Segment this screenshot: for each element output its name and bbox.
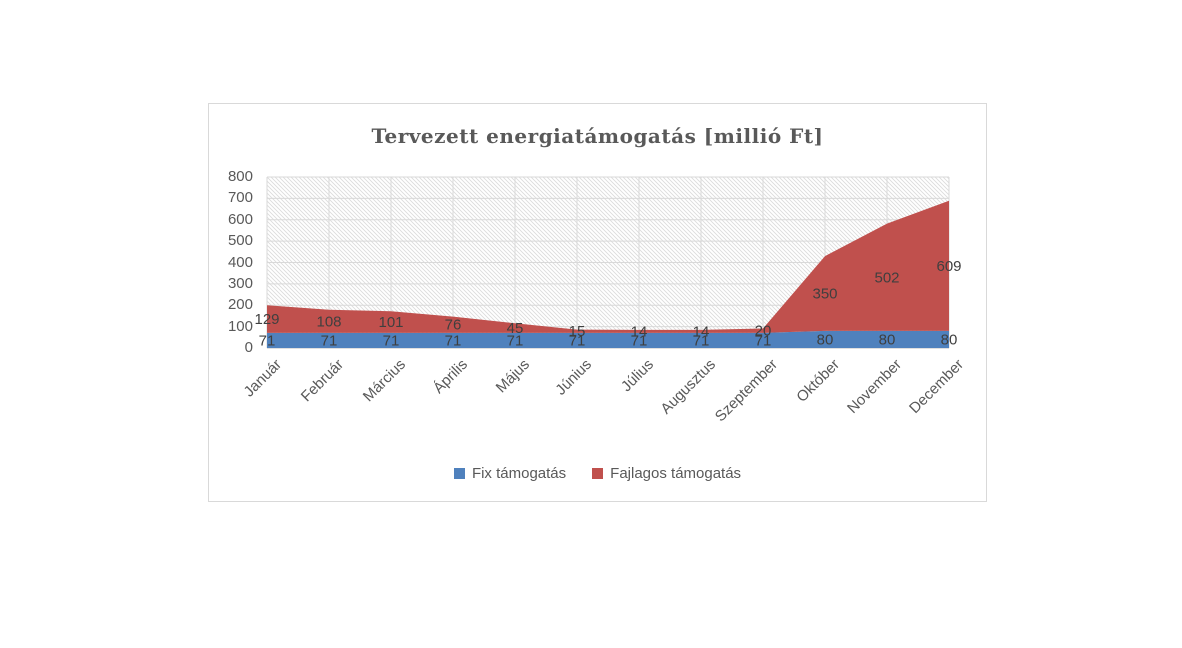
data-label: 71 bbox=[569, 332, 586, 349]
legend-label-fajlagos: Fajlagos támogatás bbox=[610, 465, 742, 482]
x-axis-label: Január bbox=[240, 356, 286, 401]
x-axis-label: Augusztus bbox=[657, 356, 720, 418]
y-axis-tick: 0 bbox=[244, 339, 253, 356]
data-label: 80 bbox=[817, 331, 834, 348]
data-label: 101 bbox=[378, 314, 403, 331]
data-label: 15 bbox=[569, 323, 586, 340]
x-axis-label: Március bbox=[359, 356, 410, 406]
y-axis-tick: 100 bbox=[227, 317, 253, 335]
data-label: 45 bbox=[507, 320, 524, 337]
data-label: 108 bbox=[316, 313, 341, 330]
legend-item-fajlagos: Fajlagos támogatás bbox=[592, 465, 741, 482]
data-label: 76 bbox=[445, 317, 462, 334]
plot-area: 71 71 71 71 71 71 71 71 71 80 80 80 129 108 101 76 45 15 1… bbox=[254, 176, 962, 349]
x-axis-label: Október bbox=[793, 356, 844, 406]
data-label: 609 bbox=[936, 258, 961, 275]
y-axis-tick: 600 bbox=[227, 210, 253, 228]
legend-swatch-fix-icon bbox=[453, 468, 465, 479]
data-label: 14 bbox=[693, 323, 710, 340]
chart-title: Tervezett energiatámogatás [millió Ft] bbox=[371, 124, 824, 148]
data-label: 80 bbox=[879, 331, 896, 348]
legend-item-fix: Fix támogatás bbox=[453, 465, 567, 482]
area-series-0 bbox=[267, 330, 949, 348]
data-label: 129 bbox=[254, 311, 279, 328]
legend: Fix támogatás Fajlagos támogatás bbox=[209, 465, 986, 482]
x-axis-label: Szeptember bbox=[711, 356, 782, 426]
x-axis-label: Április bbox=[430, 356, 472, 397]
y-axis-tick: 400 bbox=[227, 253, 253, 271]
data-label: 20 bbox=[755, 323, 772, 340]
data-label: 71 bbox=[259, 332, 276, 349]
data-label: 14 bbox=[631, 323, 648, 340]
data-label: 71 bbox=[631, 332, 648, 349]
y-axis-tick: 200 bbox=[227, 296, 253, 314]
data-label: 71 bbox=[755, 332, 772, 349]
plot-svg: 71 71 71 71 71 71 71 71 71 80 80 80 129 108 101 76 45 15 1… bbox=[254, 176, 962, 349]
x-axis-label: Június bbox=[552, 356, 596, 399]
x-axis-label: December bbox=[906, 356, 968, 417]
legend-swatch-fajlagos-icon bbox=[592, 468, 604, 479]
data-label: 71 bbox=[383, 332, 400, 349]
data-label: 71 bbox=[321, 332, 338, 349]
data-label: 502 bbox=[874, 269, 899, 286]
y-axis-tick: 300 bbox=[227, 274, 253, 292]
data-label: 71 bbox=[507, 332, 524, 349]
chart-panel: Tervezett energiatámogatás [millió Ft] 8… bbox=[208, 103, 987, 502]
y-axis-tick: 700 bbox=[227, 189, 253, 207]
data-label: 350 bbox=[812, 285, 837, 302]
area-series-1 bbox=[267, 200, 949, 333]
x-axis-label: Július bbox=[617, 356, 658, 396]
y-axis-tick: 800 bbox=[227, 168, 253, 185]
data-label: 71 bbox=[445, 332, 462, 349]
data-label: 71 bbox=[693, 332, 710, 349]
legend-label-fix: Fix támogatás bbox=[471, 465, 567, 482]
x-axis-label: Május bbox=[492, 356, 534, 397]
x-axis-label: November bbox=[844, 356, 906, 417]
x-axis-label: Február bbox=[297, 356, 348, 406]
y-axis-tick: 500 bbox=[227, 232, 253, 250]
data-label: 80 bbox=[941, 331, 958, 348]
